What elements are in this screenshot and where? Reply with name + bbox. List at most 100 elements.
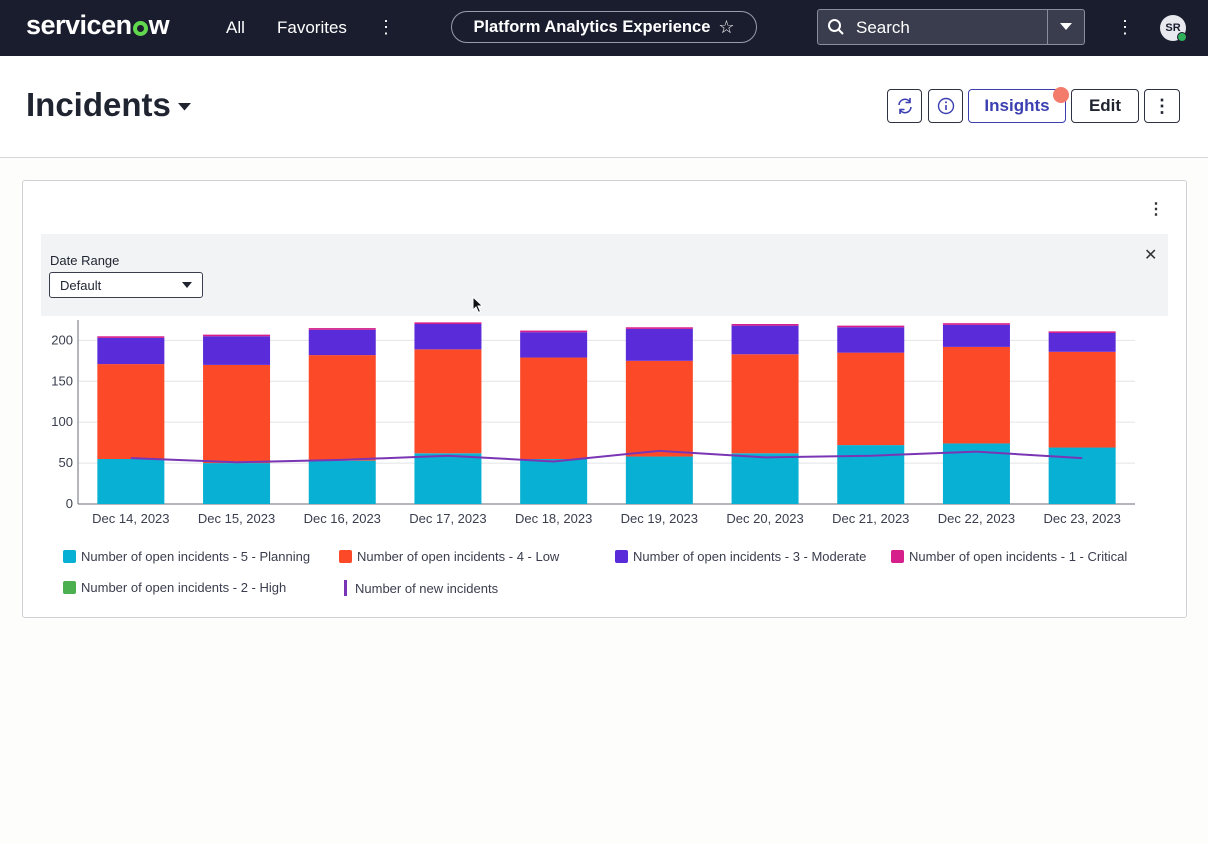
legend-item[interactable]: Number of open incidents - 3 - Moderate (615, 549, 866, 564)
y-tick-label: 200 (51, 332, 73, 347)
date-range-select[interactable]: Default (49, 272, 203, 298)
caret-down-icon (182, 282, 192, 288)
topbar-more-icon[interactable]: ⋮ (1116, 17, 1134, 37)
bar-segment (837, 352, 905, 446)
bar-segment (414, 322, 482, 324)
bar-segment (97, 459, 165, 504)
legend-label: Number of open incidents - 2 - High (81, 580, 287, 595)
mouse-cursor-icon (472, 296, 484, 314)
info-button[interactable] (928, 89, 963, 123)
x-tick-label: Dec 21, 2023 (832, 511, 909, 526)
workspace-pill[interactable]: Platform Analytics Experience ☆ (451, 11, 757, 43)
bar-segment (414, 349, 482, 454)
favorite-star-icon[interactable]: ☆ (718, 16, 735, 37)
edit-button[interactable]: Edit (1071, 89, 1139, 123)
filter-bar (41, 234, 1168, 316)
search-input[interactable]: Search (856, 18, 910, 37)
legend-swatch (339, 550, 352, 563)
bar-segment (625, 327, 693, 329)
bar-segment (625, 360, 693, 457)
bar-segment (837, 325, 905, 328)
nav-all[interactable]: All (226, 18, 245, 37)
x-tick-label: Dec 14, 2023 (92, 511, 169, 526)
bar-segment (97, 336, 165, 338)
bar-segment (414, 324, 482, 350)
legend-label: Number of open incidents - 4 - Low (357, 549, 560, 564)
legend-swatch (63, 550, 76, 563)
bar-segment (731, 324, 799, 326)
bar-segment (203, 364, 271, 464)
x-tick-label: Dec 17, 2023 (409, 511, 486, 526)
date-range-value: Default (60, 278, 102, 293)
nav-favorites[interactable]: Favorites (277, 18, 347, 37)
user-avatar[interactable]: SR (1160, 15, 1187, 42)
bar-segment (203, 336, 271, 365)
bar-segment (308, 460, 376, 504)
presence-dot (1177, 32, 1187, 42)
new-incidents-line (130, 449, 1083, 464)
bar-segment (97, 364, 165, 459)
legend-swatch (615, 550, 628, 563)
incidents-chart: 0 50 100 150 200 Dec 14, 2023 Dec 15, 2023 Dec … (51, 320, 1135, 526)
page-title: Incidents (26, 86, 171, 123)
legend-label: Number of open incidents - 1 - Critical (909, 549, 1128, 564)
legend-label: Number of open incidents - 3 - Moderate (633, 549, 867, 564)
bar-segment (308, 328, 376, 330)
refresh-button[interactable] (887, 89, 922, 123)
title-dropdown-icon[interactable] (178, 103, 191, 111)
bar-segment (97, 337, 165, 365)
card-more-icon[interactable]: ⋮ (1148, 201, 1164, 218)
close-filter-icon[interactable]: ✕ (1144, 247, 1158, 264)
bar-segment (308, 355, 376, 461)
nav-more-icon[interactable]: ⋮ (377, 17, 395, 37)
legend-label: Number of open incidents - 5 - Planning (81, 549, 311, 564)
y-tick-label: 50 (59, 455, 73, 470)
legend-item[interactable]: Number of open incidents - 1 - Critical (891, 549, 1127, 564)
y-tick-label: 150 (51, 373, 73, 388)
bar-segment (731, 453, 799, 504)
bar-segment (625, 456, 693, 504)
bar-segment (731, 325, 799, 355)
bar-segment (1048, 351, 1116, 448)
legend-item[interactable]: Number of new incidents (339, 580, 498, 596)
insights-notification-dot (1053, 87, 1069, 103)
bar-segment (942, 324, 1010, 347)
legend-item[interactable]: Number of open incidents - 5 - Planning (63, 549, 310, 564)
legend-swatch (344, 580, 347, 596)
x-tick-label: Dec 20, 2023 (726, 511, 803, 526)
page-header: Incidents Insights Edit ⋮ (0, 56, 1208, 158)
bar-segment (837, 327, 905, 353)
y-tick-label: 0 (66, 496, 73, 511)
bar-segment (308, 329, 376, 356)
servicenow-logo[interactable]: servicen w (26, 10, 170, 40)
legend-item[interactable]: Number of open incidents - 4 - Low (339, 549, 559, 564)
legend-label: Number of new incidents (355, 580, 499, 596)
x-tick-label: Dec 23, 2023 (1043, 511, 1120, 526)
bar-segment (414, 453, 482, 504)
insights-button[interactable]: Insights (968, 89, 1066, 123)
x-tick-label: Dec 22, 2023 (938, 511, 1015, 526)
workspace-title: Platform Analytics Experience (473, 17, 711, 36)
bar-segment (520, 332, 588, 358)
bar-segment (942, 346, 1010, 444)
bar-segment (1048, 331, 1116, 333)
x-tick-label: Dec 18, 2023 (515, 511, 592, 526)
global-search[interactable]: Search (817, 9, 1085, 45)
x-tick-label: Dec 15, 2023 (198, 511, 275, 526)
bar-segment (203, 334, 271, 337)
caret-down-icon (1060, 23, 1072, 30)
legend-item[interactable]: Number of open incidents - 2 - High (63, 580, 286, 595)
bar-segment (520, 459, 588, 504)
top-nav-bar: servicen w All Favorites ⋮ Platform Analy… (0, 0, 1208, 56)
search-icon (828, 19, 844, 35)
legend-swatch (63, 581, 76, 594)
bar-segment (731, 354, 799, 454)
date-range-label: Date Range (50, 253, 120, 268)
bar-segment (520, 357, 588, 459)
search-scope-dropdown[interactable] (1047, 10, 1084, 44)
info-icon (937, 97, 954, 115)
y-tick-label: 100 (51, 414, 73, 429)
header-more-icon[interactable]: ⋮ (1144, 89, 1180, 123)
bar-segment (625, 328, 693, 361)
bar-segment (520, 330, 588, 333)
